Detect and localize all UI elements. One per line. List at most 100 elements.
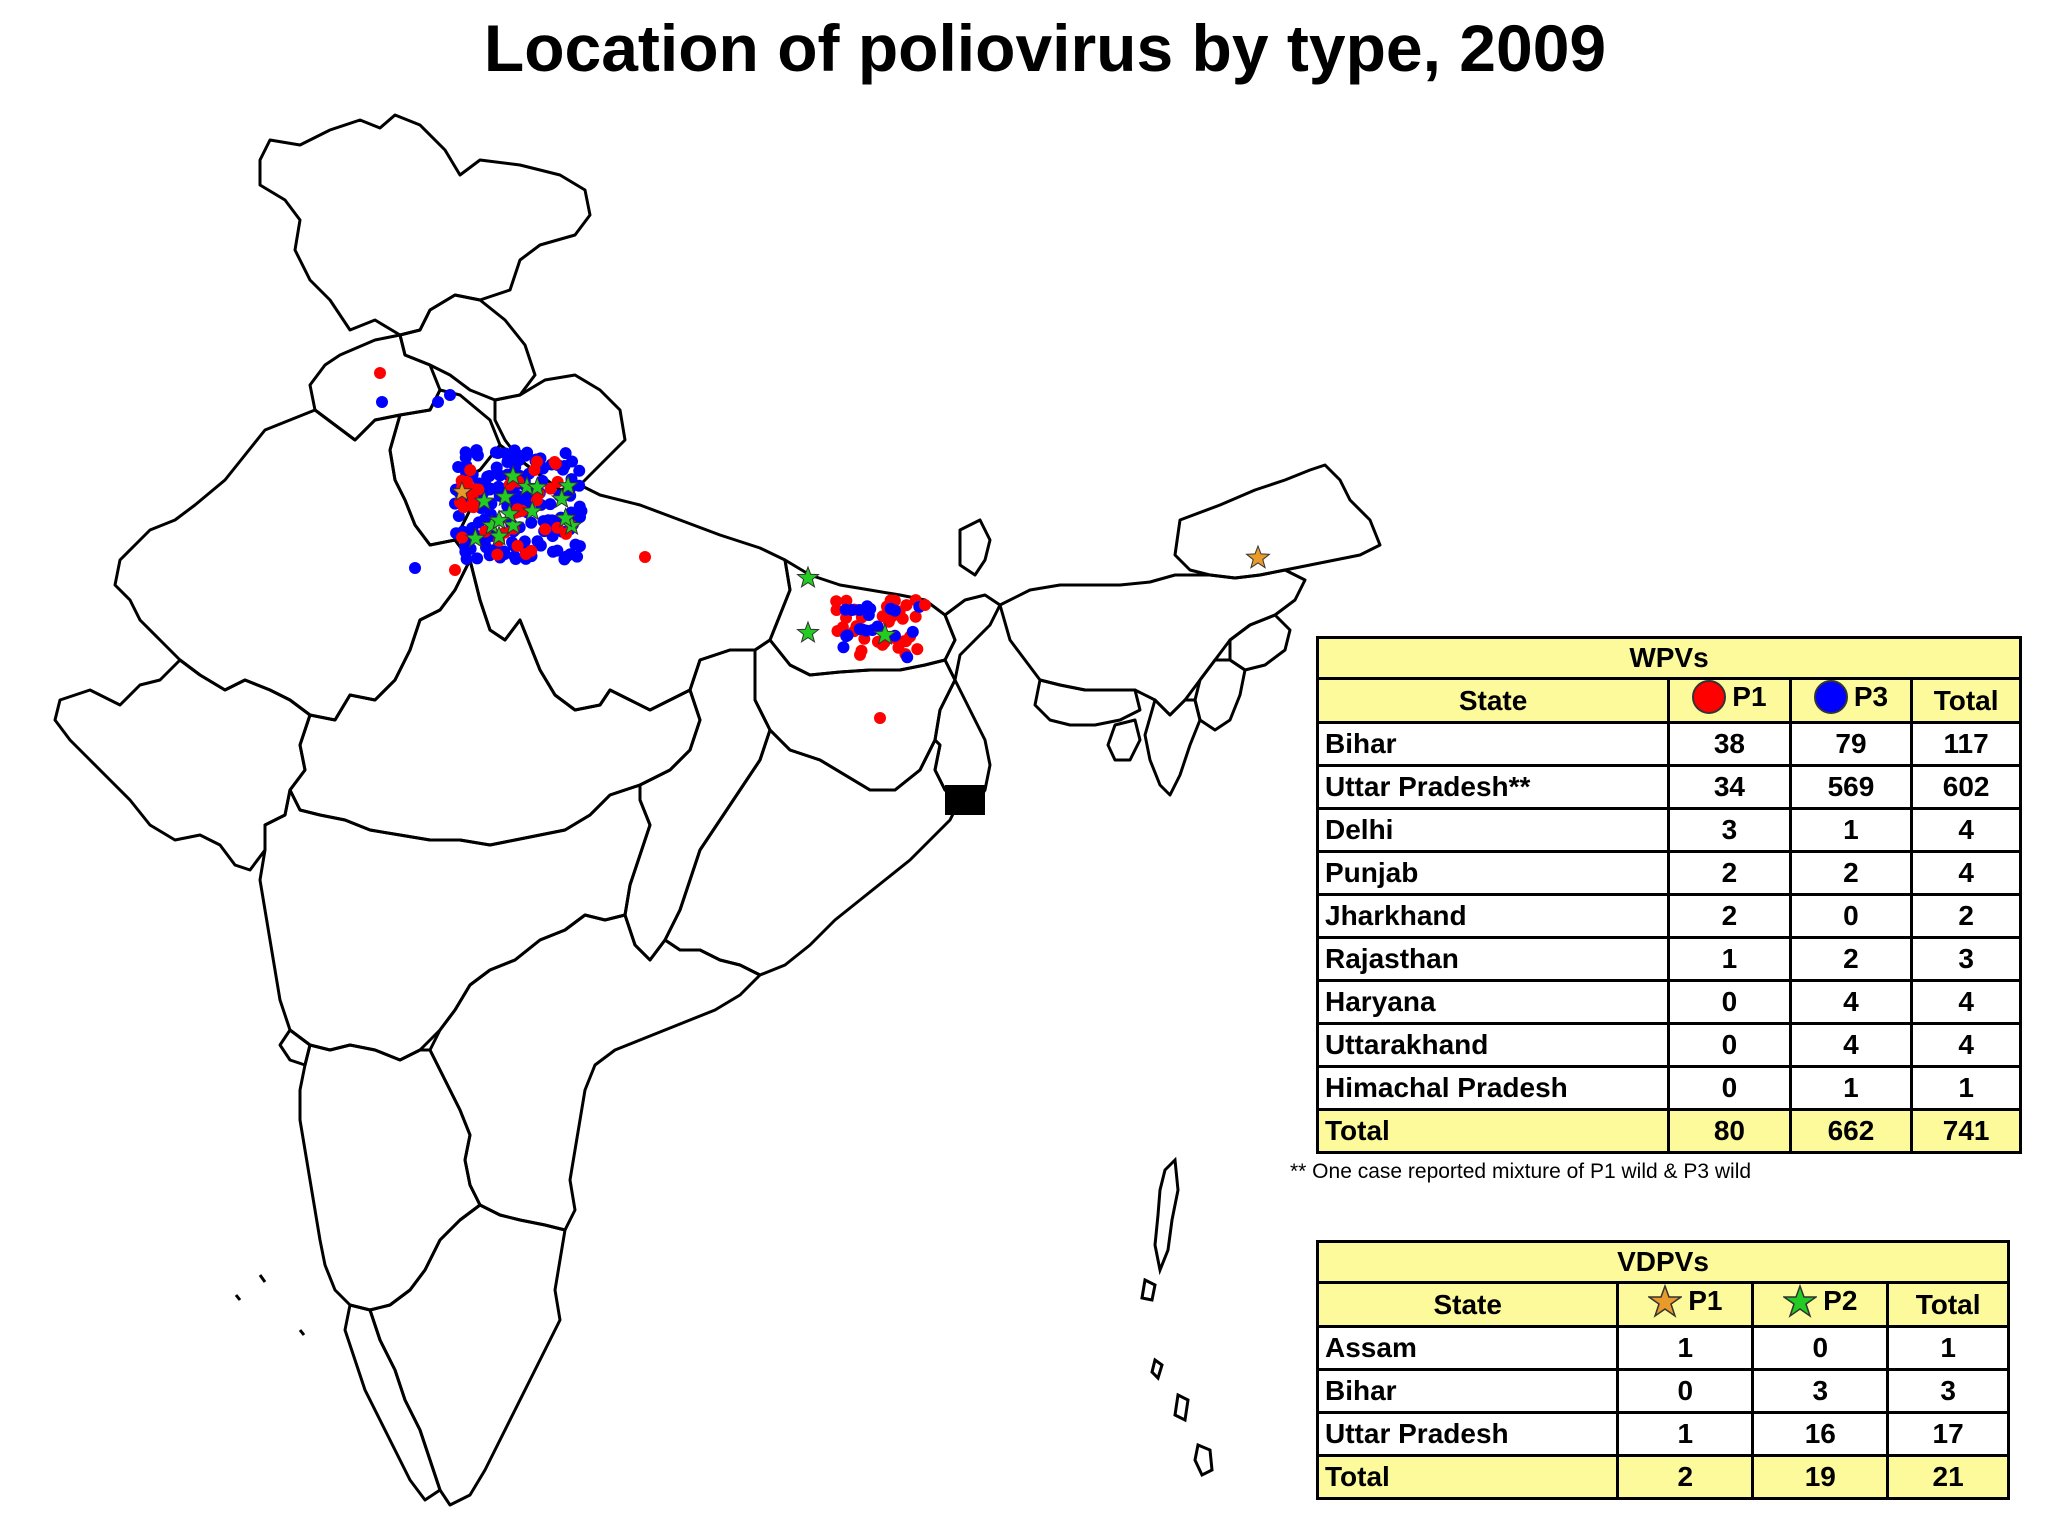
vdpv-cell-p1: 0 xyxy=(1616,1368,1755,1414)
boundary-chhattisgarh xyxy=(623,648,772,962)
vdpv-total-row: Total 2 19 21 xyxy=(1315,1454,2010,1500)
wpv-cell-total: 602 xyxy=(1910,764,2022,810)
p3-case-marker xyxy=(512,454,525,467)
p3-case-marker xyxy=(525,516,538,529)
p3-case-marker xyxy=(866,624,879,637)
wpv-header-row: State P1 P3 Total xyxy=(1315,677,2022,724)
wpv-row: Uttarakhand 0 4 4 xyxy=(1315,1022,2022,1068)
wpv-body: Bihar 38 79 117 Uttar Pradesh** 34 569 602 Delhi… xyxy=(1315,721,2022,1111)
wpv-row: Himachal Pradesh 0 1 1 xyxy=(1315,1065,2022,1111)
p1-case-marker xyxy=(511,539,524,552)
wpv-cell-total: 4 xyxy=(1910,1022,2022,1068)
p2-vdpv-marker xyxy=(796,620,820,644)
wpv-cell-p3: 1 xyxy=(1788,1065,1914,1111)
wpv-cell-p1: 1 xyxy=(1667,936,1792,982)
wpv-cell-p1: 3 xyxy=(1667,807,1792,853)
wpv-row: Uttar Pradesh** 34 569 602 xyxy=(1315,764,2022,810)
island-lakshadweep-3 xyxy=(298,1329,306,1336)
p1-case-marker xyxy=(491,548,504,561)
p3-case-marker xyxy=(558,553,571,566)
wpv-cell-p3: 2 xyxy=(1788,936,1914,982)
vdpv-cell-p2: 16 xyxy=(1751,1411,1890,1457)
vdpv-header-state: State xyxy=(1315,1281,1620,1328)
p1-case-marker xyxy=(449,564,461,576)
wpv-cell-state: Rajasthan xyxy=(1315,936,1671,982)
vdpv-body: Assam 1 0 1 Bihar 0 3 3 Uttar Pradesh 1 16 17 xyxy=(1315,1325,2010,1457)
p3-case-marker xyxy=(509,552,522,565)
p3-case-marker xyxy=(574,511,587,524)
boundary-andhra-pradesh xyxy=(428,913,762,1232)
p2-vdpv-marker xyxy=(502,513,525,535)
p2-vdpv-marker xyxy=(488,524,510,546)
vdpv-row: Uttar Pradesh 1 16 17 xyxy=(1315,1411,2010,1457)
state-boundaries xyxy=(53,113,1382,1507)
vdpv-cell-p2: 3 xyxy=(1751,1368,1890,1414)
p1-case-marker xyxy=(830,595,843,608)
wpv-cell-state: Uttarakhand xyxy=(1315,1022,1671,1068)
p1-case-marker xyxy=(831,625,844,638)
wpv-row: Punjab 2 2 4 xyxy=(1315,850,2022,896)
island-lakshadweep-2 xyxy=(234,1294,242,1301)
p3-case-marker xyxy=(514,492,527,505)
boundary-jharkhand xyxy=(753,638,957,792)
wpv-row: Rajasthan 1 2 3 xyxy=(1315,936,2022,982)
p3-case-marker xyxy=(492,480,505,493)
vdpv-total-p1: 2 xyxy=(1616,1454,1755,1500)
wpv-header-state: State xyxy=(1315,677,1671,724)
case-markers xyxy=(374,367,1271,724)
boundary-goa xyxy=(278,1028,312,1067)
p3-case-marker xyxy=(444,389,456,401)
island-andaman xyxy=(1153,1156,1180,1276)
vdpv-header-total: Total xyxy=(1886,1281,2010,1328)
wpv-row: Jharkhand 2 0 2 xyxy=(1315,893,2022,939)
vdpv-total-p2: 19 xyxy=(1751,1454,1890,1500)
p3-case-marker xyxy=(573,464,586,477)
orange-star-icon xyxy=(1648,1284,1683,1318)
wpv-cell-p3: 4 xyxy=(1788,979,1914,1025)
boundary-manipur xyxy=(1193,658,1247,732)
boundary-nagaland xyxy=(1228,613,1292,672)
wpv-cell-total: 117 xyxy=(1910,721,2022,767)
p2-vdpv-marker xyxy=(873,622,897,646)
vdpv-header-p2: P2 xyxy=(1751,1281,1890,1328)
p2-vdpv-marker xyxy=(526,475,549,497)
p1-vdpv-marker xyxy=(1245,544,1271,569)
p3-case-marker xyxy=(573,540,586,553)
wpv-cell-total: 4 xyxy=(1910,979,2022,1025)
wpv-cell-p1: 0 xyxy=(1667,979,1792,1025)
boundary-madhya-pradesh xyxy=(288,558,702,847)
p3-case-marker xyxy=(481,470,494,483)
wpv-row: Bihar 38 79 117 xyxy=(1315,721,2022,767)
p1-case-marker xyxy=(911,643,924,656)
boundary-kerala xyxy=(343,1303,442,1502)
vdpv-cell-p1: 1 xyxy=(1616,1411,1755,1457)
vdpv-cell-state: Uttar Pradesh xyxy=(1315,1411,1620,1457)
wpv-cell-p3: 79 xyxy=(1788,721,1914,767)
p3-case-marker xyxy=(470,444,483,457)
p3-case-marker xyxy=(376,396,388,408)
wpv-cell-state: Haryana xyxy=(1315,979,1671,1025)
wpv-cell-state: Delhi xyxy=(1315,807,1671,853)
p3-case-marker xyxy=(471,552,484,565)
p1-case-marker xyxy=(456,531,469,544)
island-nicobar-1 xyxy=(1150,1357,1164,1381)
wpv-row: Haryana 0 4 4 xyxy=(1315,979,2022,1025)
p1-case-marker xyxy=(464,464,477,477)
p2-vdpv-marker xyxy=(464,527,487,548)
p1-case-marker xyxy=(530,494,543,507)
vdpv-row: Bihar 0 3 3 xyxy=(1315,1368,2010,1414)
vdpv-row: Assam 1 0 1 xyxy=(1315,1325,2010,1371)
p3-case-marker xyxy=(884,602,897,615)
wpv-cell-p3: 4 xyxy=(1788,1022,1914,1068)
vdpv-cell-state: Assam xyxy=(1315,1325,1620,1371)
p3-case-marker xyxy=(840,630,853,643)
p1-case-marker xyxy=(549,457,562,470)
wpv-total-total: 741 xyxy=(1910,1108,2022,1154)
island-little-andaman xyxy=(1140,1277,1157,1302)
p1-case-marker xyxy=(639,551,651,563)
p2-vdpv-marker xyxy=(521,499,544,521)
green-star-icon xyxy=(1783,1284,1818,1318)
wpv-cell-p3: 2 xyxy=(1788,850,1914,896)
wpv-total-label: Total xyxy=(1315,1108,1671,1154)
wpv-row: Delhi 3 1 4 xyxy=(1315,807,2022,853)
